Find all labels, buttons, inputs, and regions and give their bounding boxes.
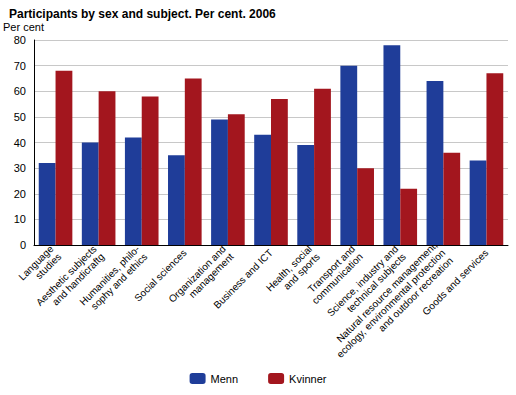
svg-text:10: 10 xyxy=(14,213,26,225)
svg-text:Organization and: Organization and xyxy=(166,243,228,305)
svg-text:Menn: Menn xyxy=(211,373,239,385)
svg-text:20: 20 xyxy=(14,188,26,200)
svg-text:Health, social: Health, social xyxy=(263,243,315,294)
svg-text:studies: studies xyxy=(33,251,64,282)
svg-text:Per cent: Per cent xyxy=(3,21,44,33)
svg-text:Social sciences: Social sciences xyxy=(132,247,189,304)
svg-text:70: 70 xyxy=(14,60,26,72)
svg-text:Language: Language xyxy=(16,243,56,283)
svg-text:ecology, environmental protect: ecology, environmental protection xyxy=(334,247,448,360)
svg-text:communication: communication xyxy=(309,251,365,307)
svg-text:management: management xyxy=(186,251,236,300)
svg-text:technical subjects: technical subjects xyxy=(344,251,409,315)
svg-text:Business and ICT: Business and ICT xyxy=(211,247,275,311)
svg-text:30: 30 xyxy=(14,162,26,174)
svg-text:and outdoor recreation: and outdoor recreation xyxy=(376,254,455,334)
svg-text:80: 80 xyxy=(14,34,26,46)
svg-text:40: 40 xyxy=(14,137,26,149)
svg-text:60: 60 xyxy=(14,85,26,97)
svg-text:and sports: and sports xyxy=(281,251,322,292)
svg-text:Humanities, philo-: Humanities, philo- xyxy=(77,243,142,308)
svg-text:Goods and services: Goods and services xyxy=(420,247,490,317)
svg-text:Participants by sex and subjec: Participants by sex and subject. Per cen… xyxy=(9,7,276,21)
svg-text:Kvinner: Kvinner xyxy=(289,373,327,385)
svg-text:Natural resource management,: Natural resource management, xyxy=(334,239,440,345)
svg-text:sophy and ethics: sophy and ethics xyxy=(88,251,150,312)
svg-text:Aesthetic subjects: Aesthetic subjects xyxy=(33,243,99,308)
svg-text:0: 0 xyxy=(20,239,26,251)
svg-text:Transport and: Transport and xyxy=(305,243,358,295)
svg-text:and handicraftg: and handicraftg xyxy=(50,251,107,308)
svg-text:Science, industry and: Science, industry and xyxy=(325,243,401,319)
svg-text:50: 50 xyxy=(14,111,26,123)
